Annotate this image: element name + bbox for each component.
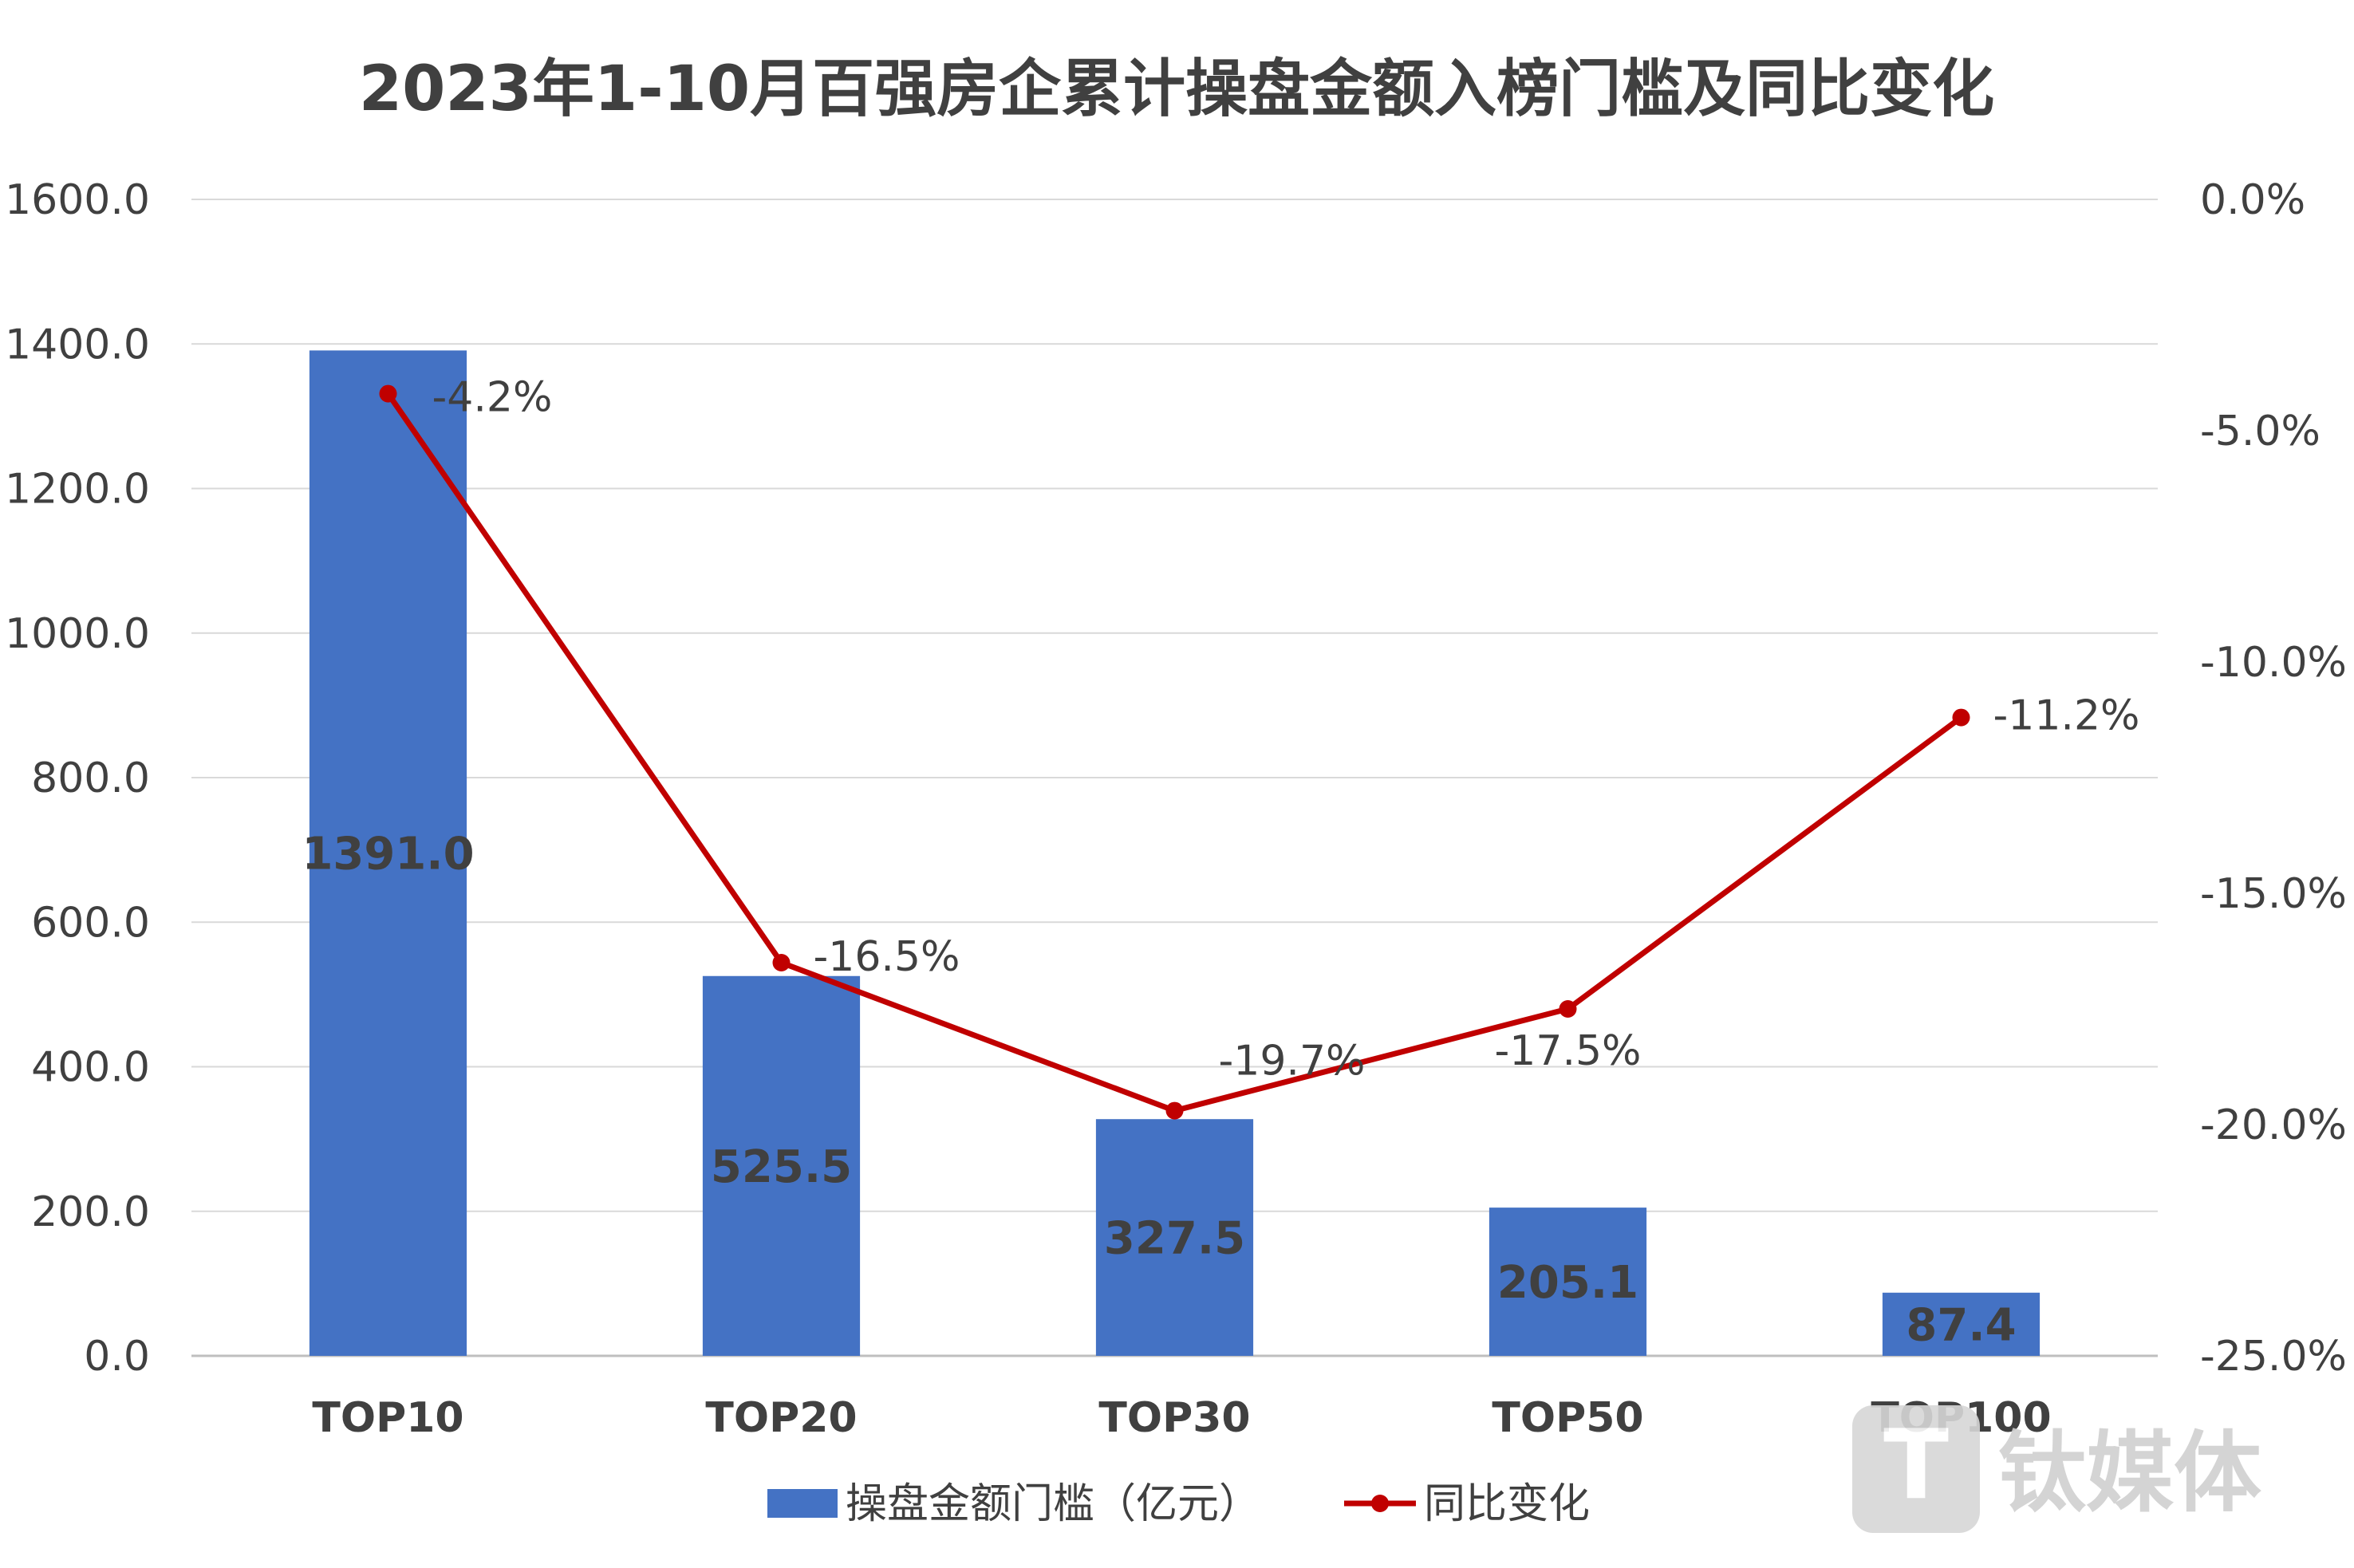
watermark-text: 钛媒体 (1998, 1422, 2261, 1524)
watermark: T 钛媒体 (1852, 1405, 2261, 1533)
bar (1882, 1292, 2041, 1356)
legend-bar-swatch (767, 1489, 838, 1518)
bar (1489, 1208, 1647, 1356)
gridlines (191, 199, 2158, 1357)
left-tick-label: 1600.0 (5, 176, 150, 224)
bar-data-label: 525.5 (711, 1141, 852, 1193)
legend-bar-label: 操盘金额门槛（亿元） (846, 1480, 1260, 1528)
right-axis-ticks: -25.0% -20.0% -15.0% -10.0% -5.0% 0.0% (2200, 176, 2347, 1381)
line-data-label: -11.2% (1993, 692, 2140, 740)
left-tick-label: 600.0 (31, 899, 150, 947)
right-tick-label: 0.0% (2200, 176, 2305, 224)
right-tick-label: -10.0% (2200, 639, 2347, 687)
line-data-label: -16.5% (814, 933, 960, 981)
category-label: TOP50 (1492, 1394, 1643, 1442)
legend-line-label: 同比变化 (1424, 1480, 1590, 1528)
bar-series: 1391.0 525.5 327.5 205.1 87.4 (302, 350, 2041, 1356)
line-data-label: -17.5% (1495, 1027, 1642, 1075)
line-data-label: -19.7% (1219, 1038, 1366, 1085)
bar-data-label: 87.4 (1906, 1299, 2016, 1351)
left-tick-label: 400.0 (31, 1044, 150, 1092)
line-point (1165, 1101, 1184, 1120)
watermark-logo-icon (1852, 1405, 1980, 1533)
line-data-label: -4.2% (432, 374, 553, 422)
chart-title: 2023年1-10月百强房企累计操盘金额入榜门槛及同比变化 (359, 53, 1994, 125)
category-label: TOP30 (1098, 1394, 1250, 1442)
bar-data-label: 1391.0 (302, 829, 474, 881)
left-tick-label: 1200.0 (5, 466, 150, 514)
series-line (385, 392, 1963, 1114)
right-tick-label: -5.0% (2200, 408, 2320, 455)
line-point (772, 954, 791, 971)
category-label: TOP20 (705, 1394, 857, 1442)
left-tick-label: 1000.0 (5, 610, 150, 658)
legend: 操盘金额门槛（亿元） 同比变化 (767, 1480, 1590, 1528)
left-tick-label: 200.0 (31, 1188, 150, 1236)
bar (1095, 1119, 1254, 1356)
right-tick-label: -25.0% (2200, 1333, 2347, 1381)
bar (702, 975, 861, 1356)
bar-data-label: 327.5 (1104, 1213, 1245, 1265)
line-point (1559, 1000, 1577, 1018)
line-series: -4.2% -16.5% -19.7% -17.5% -11.2% (379, 374, 2140, 1120)
bar (309, 350, 467, 1356)
left-tick-label: 800.0 (31, 754, 150, 802)
line-point (379, 384, 397, 403)
right-tick-label: -15.0% (2200, 870, 2347, 918)
left-axis-ticks: 0.0 200.0 400.0 600.0 800.0 1000.0 1200.0 1400.… (5, 176, 150, 1381)
right-tick-label: -20.0% (2200, 1101, 2347, 1149)
category-label: TOP10 (312, 1394, 463, 1442)
category-axis: TOP10TOP20TOP30TOP50TOP100 (312, 1394, 2051, 1442)
watermark-logo-letter: T (1883, 1410, 1949, 1521)
left-tick-label: 0.0 (84, 1333, 150, 1381)
line-point (1952, 708, 1970, 727)
bar-data-label: 205.1 (1497, 1257, 1638, 1309)
left-tick-label: 1400.0 (5, 321, 150, 368)
legend-line-marker (1371, 1495, 1389, 1512)
